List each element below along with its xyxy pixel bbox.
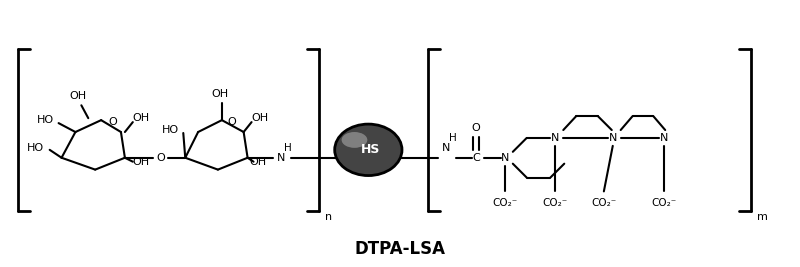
Ellipse shape xyxy=(342,132,367,148)
Text: m: m xyxy=(757,212,768,222)
Text: HO: HO xyxy=(27,143,44,153)
Text: CO₂⁻: CO₂⁻ xyxy=(492,198,518,208)
Text: OH: OH xyxy=(132,157,150,167)
Text: O: O xyxy=(109,117,118,127)
Text: HO: HO xyxy=(162,125,179,135)
Text: CO₂⁻: CO₂⁻ xyxy=(591,198,617,208)
Text: N: N xyxy=(609,133,617,143)
Text: HO: HO xyxy=(37,115,54,125)
Text: OH: OH xyxy=(132,113,150,123)
Text: N: N xyxy=(277,153,286,163)
Text: OH: OH xyxy=(251,113,268,123)
Text: H: H xyxy=(284,143,292,153)
Text: O: O xyxy=(472,123,481,133)
Text: C: C xyxy=(472,153,480,163)
Text: N: N xyxy=(442,143,450,153)
Text: OH: OH xyxy=(70,91,87,101)
Text: O: O xyxy=(227,117,236,127)
Text: CO₂⁻: CO₂⁻ xyxy=(542,198,568,208)
Text: n: n xyxy=(325,212,332,222)
Text: CO₂⁻: CO₂⁻ xyxy=(651,198,677,208)
Text: O: O xyxy=(156,153,165,163)
Text: OH: OH xyxy=(211,89,229,99)
Text: DTPA-LSA: DTPA-LSA xyxy=(354,240,446,258)
Text: OH: OH xyxy=(249,157,266,167)
Text: HS: HS xyxy=(361,143,380,156)
Text: N: N xyxy=(660,133,669,143)
Text: N: N xyxy=(501,153,509,163)
Ellipse shape xyxy=(334,124,402,176)
Text: N: N xyxy=(551,133,559,143)
Text: H: H xyxy=(449,133,456,143)
